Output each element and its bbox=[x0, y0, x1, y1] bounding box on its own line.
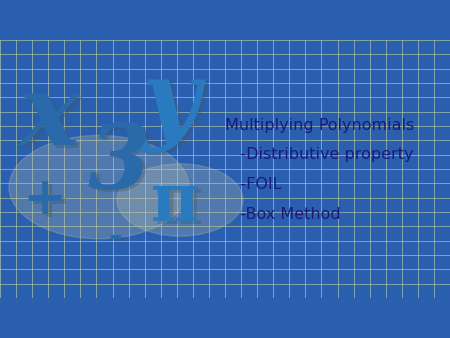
Text: -FOIL: -FOIL bbox=[225, 177, 282, 192]
Text: x: x bbox=[23, 72, 82, 168]
Text: +: + bbox=[23, 174, 67, 225]
Text: π: π bbox=[154, 173, 203, 238]
Circle shape bbox=[9, 136, 189, 239]
Text: -: - bbox=[108, 220, 122, 252]
Text: Multiplying Polynomials: Multiplying Polynomials bbox=[225, 118, 414, 132]
Text: y: y bbox=[142, 56, 200, 153]
Text: y: y bbox=[145, 59, 203, 155]
Circle shape bbox=[117, 164, 243, 236]
Text: -Distributive property: -Distributive property bbox=[225, 147, 414, 162]
Text: -Box Method: -Box Method bbox=[225, 207, 341, 222]
Text: x: x bbox=[20, 69, 79, 166]
Text: 3: 3 bbox=[88, 121, 151, 207]
Text: +: + bbox=[26, 177, 70, 228]
Text: 3: 3 bbox=[91, 123, 154, 210]
Text: π: π bbox=[151, 170, 200, 235]
Text: -: - bbox=[111, 222, 125, 255]
